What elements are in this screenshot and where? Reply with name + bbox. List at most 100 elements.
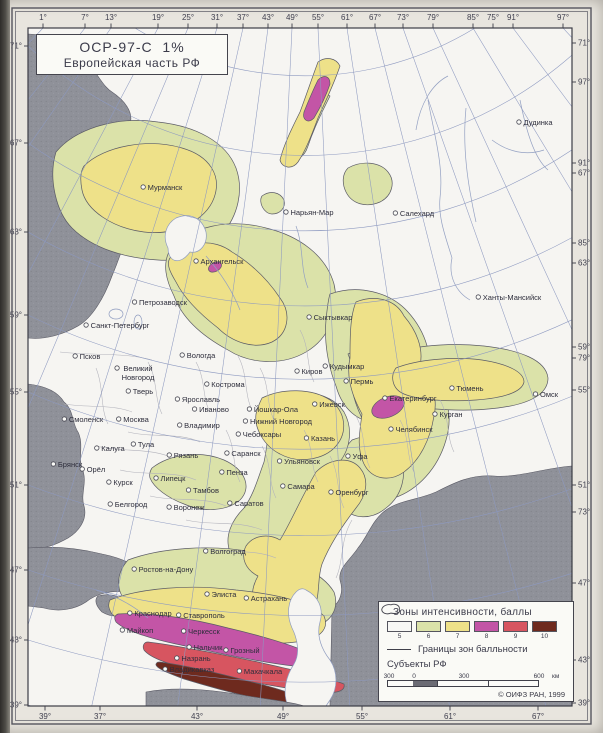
degree-label: 43° — [191, 712, 203, 721]
city-marker — [185, 487, 192, 493]
city-marker — [283, 209, 289, 215]
degree-label: 67° — [10, 139, 22, 148]
city-marker — [203, 548, 209, 554]
city-marker — [219, 469, 225, 475]
degree-label: 39° — [39, 712, 51, 721]
city-marker — [116, 416, 122, 422]
degree-label: 47° — [10, 566, 22, 575]
city-marker — [532, 391, 539, 397]
city-marker — [432, 411, 438, 417]
city-marker — [191, 406, 198, 412]
city-label: Махачкала — [244, 667, 283, 676]
city-label: Тамбов — [193, 486, 219, 495]
city-label: Санкт-Петербург — [91, 321, 150, 330]
city-label: Майкоп — [127, 626, 153, 635]
boundary-line-symbol — [387, 648, 411, 650]
city-label: Тюмень — [456, 384, 483, 393]
city-label: Черкесск — [188, 627, 220, 636]
city-marker — [176, 612, 182, 618]
degree-label: 67° — [578, 169, 590, 178]
city-marker — [79, 466, 85, 472]
map-subtitle: Европейская часть РФ — [63, 56, 201, 70]
city-label: Челябинск — [395, 425, 433, 434]
city-marker — [114, 365, 120, 371]
city-label: Назрань — [181, 654, 210, 663]
degree-label: 55° — [356, 712, 368, 721]
degree-label: 85° — [467, 13, 479, 22]
city-label: Брянск — [58, 460, 83, 469]
city-label: Пенза — [226, 468, 248, 477]
degree-label: 91° — [507, 13, 519, 22]
degree-label: 75° — [487, 13, 499, 22]
degree-label: 13° — [105, 13, 117, 22]
degree-label: 39° — [10, 701, 22, 710]
city-label: Смоленск — [69, 415, 104, 424]
city-label: Ростов-на-Дону — [139, 565, 194, 574]
degree-label: 37° — [94, 712, 106, 721]
city-marker — [131, 299, 138, 305]
city-label: Тула — [138, 440, 155, 449]
city-label: Липецк — [161, 474, 187, 483]
white-sea — [164, 215, 207, 261]
city-label: Нижний Новгород — [250, 417, 313, 426]
city-label: Тверь — [133, 387, 153, 396]
city-marker — [174, 396, 181, 402]
city-marker — [392, 210, 398, 216]
scale-bar: 300 0 300 600 км — [384, 673, 565, 689]
scan-edge-shadow — [0, 0, 10, 733]
city-marker — [382, 395, 388, 401]
city-marker — [186, 644, 192, 650]
city-label: Вологда — [187, 351, 216, 360]
degree-label: 79° — [427, 13, 439, 22]
city-marker — [127, 610, 133, 616]
city-marker — [343, 378, 349, 384]
city-label: Екатеринбург — [389, 394, 436, 403]
copyright: © ОИФЗ РАН, 1999 — [498, 690, 565, 699]
map-frame — [11, 7, 592, 725]
legend-swatch: 10 — [532, 621, 557, 640]
city-marker — [106, 479, 112, 485]
city-marker — [223, 647, 229, 653]
city-label: Нарьян-Мар — [290, 208, 333, 217]
degree-label: 63° — [578, 259, 590, 268]
degree-label: 7° — [81, 13, 89, 22]
city-marker — [107, 501, 113, 507]
city-marker — [306, 314, 312, 320]
city-marker — [280, 483, 286, 489]
degree-label: 1° — [39, 13, 47, 22]
degree-label: 91° — [578, 159, 590, 168]
degree-label: 49° — [286, 13, 298, 22]
subjects-outline-icon — [381, 603, 401, 615]
city-marker — [242, 418, 249, 424]
degree-label: 71° — [578, 39, 590, 48]
degree-label: 97° — [578, 78, 590, 87]
city-marker — [246, 406, 253, 412]
city-label: Калуга — [101, 444, 125, 453]
city-marker — [322, 363, 328, 369]
lake-ladoga — [108, 308, 124, 320]
city-label: Оренбург — [335, 488, 368, 497]
degree-label: 43° — [262, 13, 274, 22]
degree-label: 19° — [152, 13, 164, 22]
city-label: Ижевск — [319, 400, 345, 409]
degree-label: 73° — [578, 508, 590, 517]
city-label: Воронеж — [174, 503, 205, 512]
city-label: Кудымкар — [330, 362, 365, 371]
city-label: Москва — [123, 415, 149, 424]
city-label: Пермь — [351, 377, 374, 386]
city-label: Волгоград — [210, 547, 246, 556]
legend-swatch: 7 — [445, 621, 470, 640]
degree-label: 47° — [578, 579, 590, 588]
city-marker — [131, 566, 137, 572]
city-label: Великий Новгород — [122, 364, 155, 382]
legend-swatch: 8 — [474, 621, 499, 640]
city-label: Йошкар-Ола — [254, 405, 299, 414]
city-marker — [204, 591, 210, 597]
city-label: Чебоксары — [243, 430, 281, 439]
city-label: Орёл — [87, 465, 106, 474]
city-label: Рязань — [174, 451, 199, 460]
coastlines — [95, 75, 549, 619]
city-marker — [140, 184, 146, 190]
legend-swatch: 6 — [416, 621, 441, 640]
city-marker — [50, 461, 56, 467]
